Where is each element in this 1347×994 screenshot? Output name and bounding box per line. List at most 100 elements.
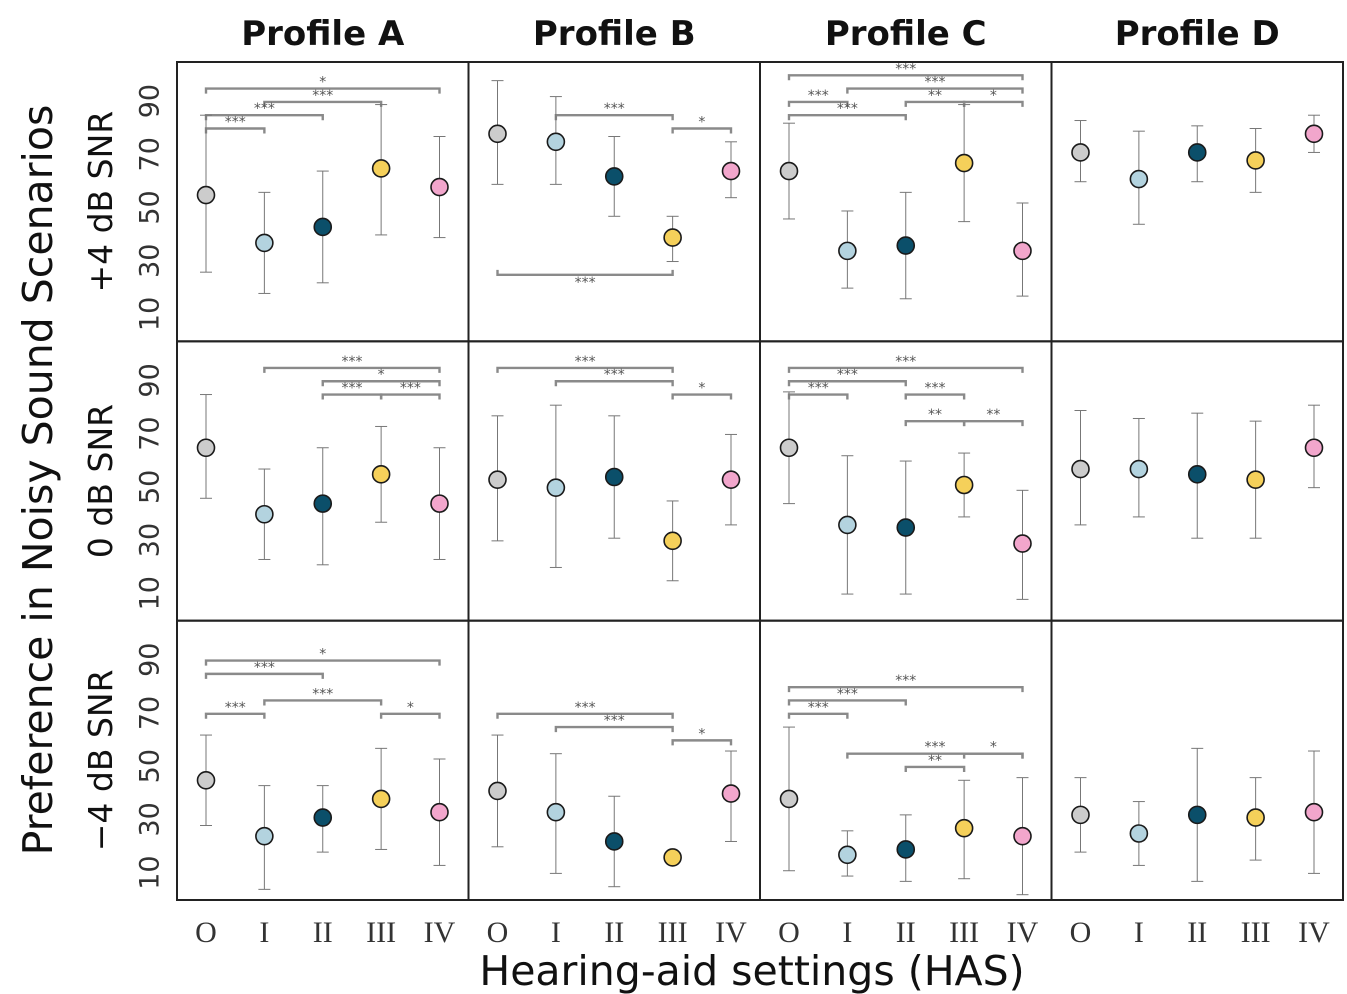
sig-label-1-2-2: * (698, 726, 705, 742)
sig-label-1-1-1: *** (604, 367, 625, 383)
sig-label-0-2-4: * (407, 700, 414, 716)
y-tick-label-2-2: 50 (135, 749, 166, 783)
x-tick-label-2-1: I (842, 916, 852, 949)
x-tick-label-0-3: III (366, 916, 396, 949)
data-point-0-0-4 (430, 177, 449, 197)
sig-bracket-1-2-0 (496, 712, 674, 719)
sig-label-1-0-0: *** (604, 101, 625, 117)
x-tick-label-3-0: O (1070, 916, 1092, 949)
data-point-3-1-3 (1246, 470, 1265, 489)
sig-label-0-2-2: *** (312, 686, 333, 702)
data-point-3-0-4 (1304, 124, 1324, 144)
x-tick-label-2-3: III (949, 916, 979, 949)
y-tick-label-1-2: 50 (135, 470, 166, 504)
sig-bracket-1-1-0 (496, 366, 674, 373)
data-point-1-1-0 (488, 470, 507, 489)
data-point-0-2-4 (430, 802, 449, 822)
sig-bracket-2-1-1 (787, 380, 907, 387)
sig-label-1-0-1: * (698, 115, 705, 131)
data-point-3-0-1 (1129, 169, 1149, 189)
sig-bracket-1-1-2 (671, 393, 733, 400)
data-point-1-2-2 (604, 832, 624, 851)
sig-label-2-1-4: ** (928, 407, 942, 423)
y-tick-label-2-3: 70 (135, 696, 166, 730)
data-point-0-1-0 (196, 438, 216, 458)
sig-bracket-2-2-5 (962, 752, 1024, 759)
sig-label-2-0-4: * (990, 88, 997, 104)
sig-bracket-1-2-1 (554, 725, 674, 733)
data-point-2-0-4 (1013, 241, 1032, 261)
sig-label-0-2-3: *** (225, 700, 246, 716)
panel-frame-3-2 (1050, 619, 1344, 902)
sig-label-0-0-1: *** (312, 88, 333, 104)
sig-bracket-0-2-4 (379, 712, 441, 719)
data-point-2-1-0 (779, 438, 799, 458)
sig-bracket-0-2-0 (204, 659, 441, 666)
x-tick-label-1-2: II (604, 916, 624, 949)
sig-bracket-0-1-0 (263, 366, 441, 373)
sig-bracket-0-1-1 (321, 380, 441, 387)
x-tick-label-1-4: IV (715, 916, 747, 949)
x-tick-label-3-2: II (1187, 916, 1207, 949)
data-point-2-0-1 (838, 241, 857, 261)
profile-title-2: Profile C (825, 14, 987, 54)
marks-layer: ***************** ************* **********… (196, 61, 1324, 896)
sig-label-2-2-2: *** (808, 700, 829, 716)
x-tick-label-3-3: III (1241, 916, 1271, 949)
data-point-3-1-1 (1129, 459, 1149, 479)
y-tick-label-0-1: 30 (135, 244, 166, 278)
sig-label-2-0-0: *** (895, 61, 916, 77)
data-point-3-0-3 (1246, 151, 1265, 170)
data-point-2-2-4 (1013, 826, 1032, 846)
data-point-0-0-2 (313, 217, 333, 237)
y-axis-label: Preference in Noisy Sound Scenarios (14, 105, 62, 856)
y-tick-label-2-4: 90 (135, 643, 166, 677)
x-tick-label-3-4: IV (1298, 916, 1330, 949)
profile-title-3: Profile D (1115, 14, 1280, 54)
data-point-1-1-3 (663, 531, 682, 551)
data-point-1-2-0 (488, 781, 507, 801)
data-point-3-0-2 (1187, 143, 1207, 162)
sig-bracket-2-0-5 (787, 114, 907, 121)
sig-bracket-1-1-1 (554, 380, 674, 387)
text-layer: Preference in Noisy Sound Scenarios Hear… (14, 14, 1330, 994)
sig-label-0-0-0: * (319, 75, 326, 91)
data-point-0-0-0 (196, 185, 216, 205)
sig-label-2-1-0: *** (895, 354, 916, 370)
x-tick-label-1-0: O (487, 916, 509, 949)
sig-bracket-2-2-4 (904, 765, 966, 772)
sig-bracket-2-1-5 (962, 419, 1024, 427)
data-point-1-2-4 (721, 784, 741, 803)
data-point-1-1-2 (604, 467, 624, 487)
y-tick-label-1-4: 90 (135, 363, 166, 397)
sig-label-0-2-1: *** (254, 660, 275, 676)
data-point-1-1-1 (546, 478, 566, 497)
y-tick-label-2-0: 10 (135, 855, 166, 889)
sig-label-1-0-2: *** (575, 275, 596, 291)
y-tick-label-1-0: 10 (135, 576, 166, 610)
data-point-2-0-3 (954, 153, 974, 173)
data-point-2-1-3 (954, 475, 974, 495)
sig-bracket-1-0-2 (496, 269, 674, 277)
data-point-0-1-1 (255, 504, 274, 524)
sig-label-2-0-5: *** (837, 101, 858, 117)
sig-label-2-2-0: *** (895, 673, 916, 689)
profile-title-1: Profile B (533, 14, 696, 54)
data-point-3-2-3 (1246, 808, 1265, 827)
sig-bracket-2-0-0 (787, 74, 1024, 81)
sig-label-1-2-1: *** (604, 713, 625, 729)
data-point-0-0-3 (371, 159, 391, 178)
sig-label-0-0-2: *** (254, 101, 275, 117)
sig-label-0-2-0: * (319, 647, 326, 663)
sig-bracket-2-2-0 (787, 685, 1024, 693)
data-point-2-2-0 (779, 789, 799, 809)
sig-bracket-0-1-3 (379, 393, 441, 400)
sig-label-2-1-3: *** (924, 381, 945, 397)
data-point-0-1-2 (313, 494, 333, 513)
x-tick-label-0-0: O (195, 916, 217, 949)
sig-label-2-2-4: ** (928, 753, 942, 769)
sig-bracket-2-2-1 (787, 699, 907, 706)
y-tick-label-0-0: 10 (135, 297, 166, 331)
sig-bracket-0-2-2 (263, 699, 383, 706)
